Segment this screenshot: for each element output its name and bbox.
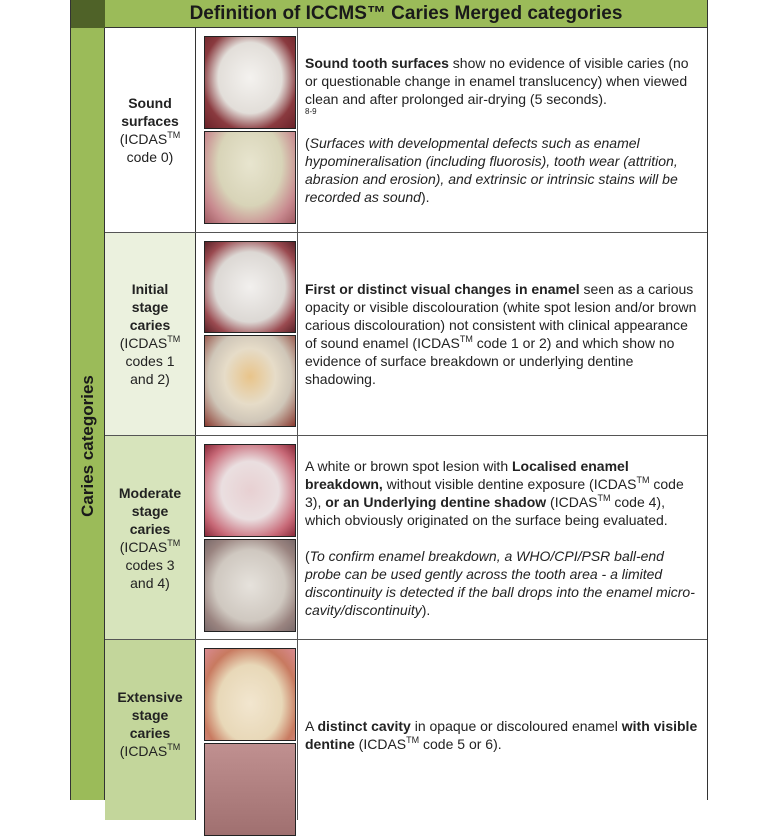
iccms-table: Definition of ICCMS™ Caries Merged categ… bbox=[70, 0, 708, 836]
label-line: stage bbox=[131, 299, 169, 315]
tm: TM bbox=[167, 742, 181, 752]
description: A white or brown spot lesion with Locali… bbox=[305, 436, 699, 639]
label-line: codes 3 bbox=[125, 556, 175, 573]
text: ). bbox=[420, 189, 430, 205]
label-line: Initial bbox=[131, 281, 169, 297]
text: in opaque or discoloured enamel bbox=[410, 718, 622, 734]
label-line: (ICDAS bbox=[119, 131, 168, 147]
tooth-photo bbox=[204, 539, 296, 632]
label-line: code 0) bbox=[126, 149, 174, 165]
label-line: caries bbox=[129, 725, 171, 741]
italic-text: Surfaces with developmental defects such… bbox=[305, 135, 678, 205]
bold-text: Sound tooth surfaces bbox=[305, 55, 449, 71]
category-label: Sound surfaces (ICDASTM code 0) bbox=[105, 28, 196, 232]
tm: TM bbox=[597, 492, 611, 503]
description: First or distinct visual changes in enam… bbox=[305, 233, 699, 435]
tooth-photo bbox=[204, 743, 296, 836]
header-corner bbox=[71, 0, 105, 28]
text: code 1 or 2) and which show no evidence … bbox=[305, 335, 675, 387]
bold-text: distinct cavity bbox=[317, 718, 411, 734]
tooth-photo bbox=[204, 444, 296, 537]
reference: 8-9 bbox=[305, 107, 317, 116]
label-line: (ICDAS bbox=[119, 743, 168, 759]
images bbox=[196, 436, 298, 639]
images bbox=[196, 28, 298, 232]
text: A white or brown spot lesion with bbox=[305, 457, 512, 474]
label-line: stage bbox=[131, 707, 169, 723]
label-line: (ICDAS bbox=[119, 538, 168, 555]
label-line: surfaces bbox=[121, 113, 179, 129]
text: show no evidence of visible caries (no o… bbox=[305, 55, 689, 107]
text: code 3), bbox=[305, 475, 684, 510]
bold-text: First or distinct visual changes in enam… bbox=[305, 281, 580, 297]
tm: TM bbox=[406, 735, 420, 745]
tooth-photo bbox=[204, 131, 296, 224]
category-label: Extensive stage caries (ICDASTM bbox=[105, 640, 196, 820]
table-title: Definition of ICCMS™ Caries Merged categ… bbox=[105, 0, 707, 28]
label-line: stage bbox=[131, 502, 169, 519]
text: (ICDAS bbox=[546, 493, 598, 510]
row-initial: Initial stage caries (ICDASTM codes 1 and 2… bbox=[105, 233, 707, 436]
tooth-photo bbox=[204, 36, 296, 129]
tooth-photo bbox=[204, 648, 296, 741]
tm: TM bbox=[167, 537, 181, 548]
bold-text: or an Underlying dentine shadow bbox=[325, 493, 547, 510]
label-line: and 2) bbox=[130, 371, 170, 387]
tm: TM bbox=[636, 474, 650, 485]
label-line: Moderate bbox=[118, 484, 182, 501]
tm: TM bbox=[167, 334, 181, 344]
italic-text: To confirm enamel breakdown, a WHO/CPI/P… bbox=[305, 547, 695, 618]
tooth-photo bbox=[204, 335, 296, 427]
tooth-photo bbox=[204, 241, 296, 333]
bold-text: Localised enamel breakdown, bbox=[305, 457, 629, 492]
bold-text: with visible dentine bbox=[305, 718, 698, 752]
text: (ICDAS bbox=[354, 736, 407, 752]
row-sound: Sound surfaces (ICDASTM code 0) Sound too… bbox=[105, 28, 707, 233]
text: code 5 or 6). bbox=[419, 736, 502, 752]
images bbox=[196, 233, 298, 435]
text: seen as a carious opacity or visible dis… bbox=[305, 281, 697, 351]
label-line: caries bbox=[129, 317, 171, 333]
text: ). bbox=[421, 601, 431, 618]
label-line: codes 1 bbox=[125, 353, 175, 369]
label-line: Sound bbox=[128, 95, 172, 111]
label-line: Extensive bbox=[117, 689, 183, 705]
images bbox=[196, 640, 298, 836]
side-column: Caries categories bbox=[71, 28, 105, 800]
row-extensive: Extensive stage caries (ICDASTM A distinct… bbox=[105, 640, 707, 836]
text: ( bbox=[305, 547, 310, 564]
text: code 4), which obviously originated on t… bbox=[305, 493, 668, 528]
label-line: caries bbox=[129, 520, 171, 537]
text: ( bbox=[305, 135, 310, 151]
text: without visible dentine exposure (ICDAS bbox=[382, 475, 637, 492]
row-moderate: Moderate stage caries (ICDASTM codes 3 and … bbox=[105, 436, 707, 640]
label-line: and 4) bbox=[130, 574, 170, 591]
caries-categories-label: Caries categories bbox=[78, 375, 97, 517]
text: A bbox=[305, 718, 318, 734]
description: Sound tooth surfaces show no evidence of… bbox=[305, 28, 699, 232]
description: A distinct cavity in opaque or discolour… bbox=[305, 640, 699, 830]
category-label: Initial stage caries (ICDASTM codes 1 and 2… bbox=[105, 233, 196, 435]
category-label: Moderate stage caries (ICDASTM codes 3 and … bbox=[105, 436, 196, 639]
label-line: (ICDAS bbox=[119, 335, 168, 351]
tm: TM bbox=[459, 334, 473, 344]
tm: TM bbox=[167, 130, 181, 140]
